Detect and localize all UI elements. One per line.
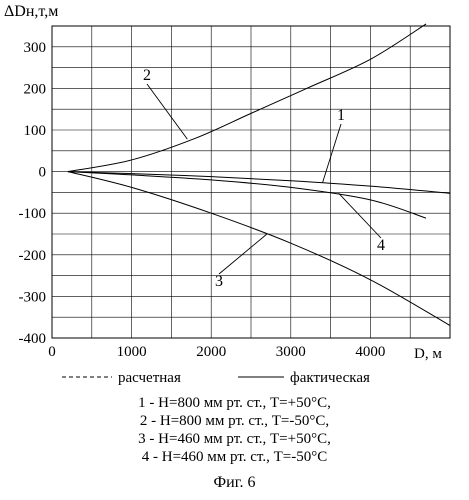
figure-caption: Фиг. 6	[213, 474, 256, 491]
series-line-3	[67, 171, 451, 326]
curve-leader-1	[322, 123, 342, 183]
curve-leaders	[146, 83, 382, 275]
curve-labels: 1 2 3 4	[143, 67, 385, 290]
y-tick-label: -200	[19, 248, 47, 264]
y-axis-label: ΔDн,т,м	[4, 3, 58, 20]
curve-leader-2	[146, 83, 188, 140]
legend-entry-3: 3 - H=460 мм рт. ст., T=+50°C,	[138, 431, 331, 447]
series-lines	[67, 23, 451, 326]
curve-label-4: 4	[377, 237, 385, 254]
y-tick-labels: 300 200 100 0 -100 -200 -300 -400	[19, 40, 47, 347]
legend-entry-2: 2 - H=800 мм рт. ст., T=-50°C,	[139, 413, 330, 429]
curve-label-2: 2	[143, 67, 151, 84]
curve-leader-3	[218, 233, 268, 275]
legend-solid-label: фактическая	[290, 370, 370, 386]
x-tick-label: 2000	[196, 344, 226, 360]
legend-entry-4: 4 - H=460 мм рт. ст., T=-50°C	[141, 449, 328, 465]
x-axis-label: D, м	[414, 346, 442, 362]
series-line-4	[67, 171, 427, 219]
grid	[52, 26, 450, 338]
curve-label-3: 3	[215, 273, 223, 290]
y-tick-label: 0	[39, 165, 47, 181]
series-line-1	[67, 171, 451, 194]
curve-label-1: 1	[337, 107, 345, 124]
y-tick-label: -100	[19, 206, 47, 222]
series-line-2	[67, 23, 427, 173]
x-tick-label: 0	[48, 344, 56, 360]
x-tick-labels: 0 1000 2000 3000 4000	[48, 344, 385, 360]
legend-dashed-label: расчетная	[118, 370, 181, 386]
y-tick-label: 200	[24, 81, 47, 97]
legend-entry-1: 1 - H=800 мм рт. ст., T=+50°C,	[138, 395, 331, 411]
x-tick-label: 3000	[276, 344, 306, 360]
y-tick-label: 300	[24, 40, 47, 56]
plot-frame	[51, 25, 451, 339]
y-tick-label: 100	[24, 123, 47, 139]
x-tick-label: 4000	[355, 344, 385, 360]
y-tick-label: -300	[19, 289, 47, 305]
curve-leader-4	[338, 192, 382, 239]
x-tick-label: 1000	[117, 344, 147, 360]
y-tick-label: -400	[19, 331, 47, 347]
